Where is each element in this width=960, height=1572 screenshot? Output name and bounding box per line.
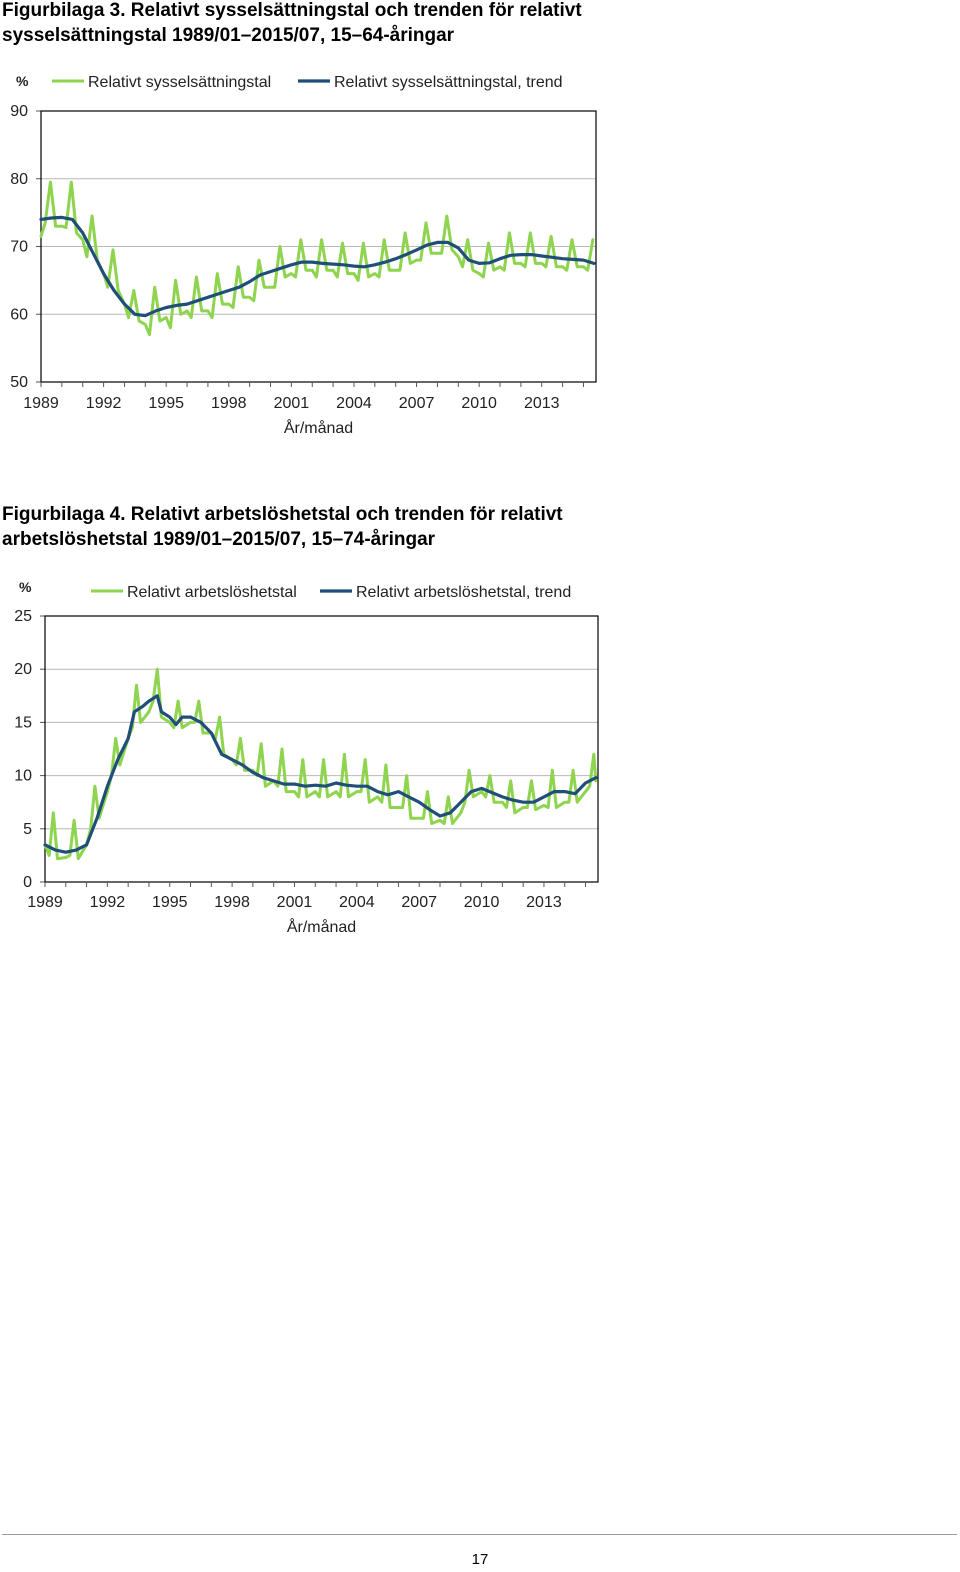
figure-4-title-line-1: Figurbilaga 4. Relativt arbetslöshetstal…	[2, 504, 563, 525]
y-tick-label: 20	[14, 661, 32, 678]
legend-label: Relativt sysselsättningstal	[88, 74, 271, 91]
x-tick-label: 2007	[399, 395, 435, 412]
footer-divider	[2, 1534, 957, 1535]
raw-series-line	[39, 180, 595, 337]
x-axis-label: År/månad	[284, 418, 353, 437]
x-axis-label: År/månad	[287, 917, 356, 936]
figure-3-title-line-2: sysselsättningstal 1989/01–2015/07, 15–6…	[2, 25, 455, 46]
y-tick-label: 10	[14, 768, 32, 785]
trend-series-line	[43, 694, 598, 854]
x-tick-label: 2004	[339, 894, 375, 911]
y-unit-label: %	[19, 579, 32, 595]
x-tick-label: 2013	[526, 894, 562, 911]
x-tick-label: 1998	[211, 395, 247, 412]
x-tick-label: 1989	[23, 395, 59, 412]
figure-4-title: Figurbilaga 4. Relativt arbetslöshetstal…	[2, 502, 563, 552]
y-tick-label: 90	[10, 103, 28, 120]
x-tick-label: 2010	[464, 894, 500, 911]
x-tick-label: 2001	[274, 395, 310, 412]
figure-4-title-line-2: arbetslöshetstal 1989/01–2015/07, 15–74-…	[2, 529, 436, 550]
x-tick-label: 1992	[86, 395, 122, 412]
x-tick-label: 1995	[148, 395, 184, 412]
trend-series-line	[39, 215, 596, 318]
legend-label: Relativt arbetslöshetstal, trend	[356, 584, 571, 601]
x-tick-label: 1995	[152, 894, 188, 911]
x-tick-label: 2001	[277, 894, 313, 911]
y-tick-label: 0	[23, 874, 32, 891]
y-tick-label: 50	[10, 374, 28, 391]
y-tick-label: 25	[14, 608, 32, 625]
legend-label: Relativt arbetslöshetstal	[127, 584, 297, 601]
legend-label: Relativt sysselsättningstal, trend	[334, 74, 563, 91]
employment-rate-chart: 50 60 70 80 90 1989 1992 1995 1998 2001 2004 2007 20…	[10, 73, 597, 437]
x-tick-label: 2004	[336, 395, 372, 412]
figure-3-title: Figurbilaga 3. Relativt sysselsättningst…	[2, 0, 582, 48]
raw-series-line	[43, 667, 598, 861]
page-number: 17	[471, 1551, 489, 1568]
x-tick-label: 2010	[461, 395, 497, 412]
y-tick-label: 80	[10, 171, 28, 188]
plot-area-border	[40, 110, 597, 383]
x-tick-label: 2007	[401, 894, 437, 911]
y-tick-label: 60	[10, 306, 28, 323]
plot-area-border	[44, 615, 599, 883]
x-tick-label: 2013	[524, 395, 560, 412]
x-tick-label: 1998	[214, 894, 250, 911]
y-tick-label: 15	[14, 714, 32, 731]
x-tick-label: 1989	[27, 894, 63, 911]
figure-3-title-line-1: Figurbilaga 3. Relativt sysselsättningst…	[2, 0, 582, 21]
y-tick-label: 70	[10, 239, 28, 256]
y-unit-label: %	[16, 73, 29, 89]
unemployment-rate-chart: 0 5 10 15 20 25 1989 1992 1995 1998 2001 2004 2007 20…	[14, 579, 599, 936]
y-tick-label: 5	[23, 821, 32, 838]
x-tick-label: 1992	[90, 894, 126, 911]
